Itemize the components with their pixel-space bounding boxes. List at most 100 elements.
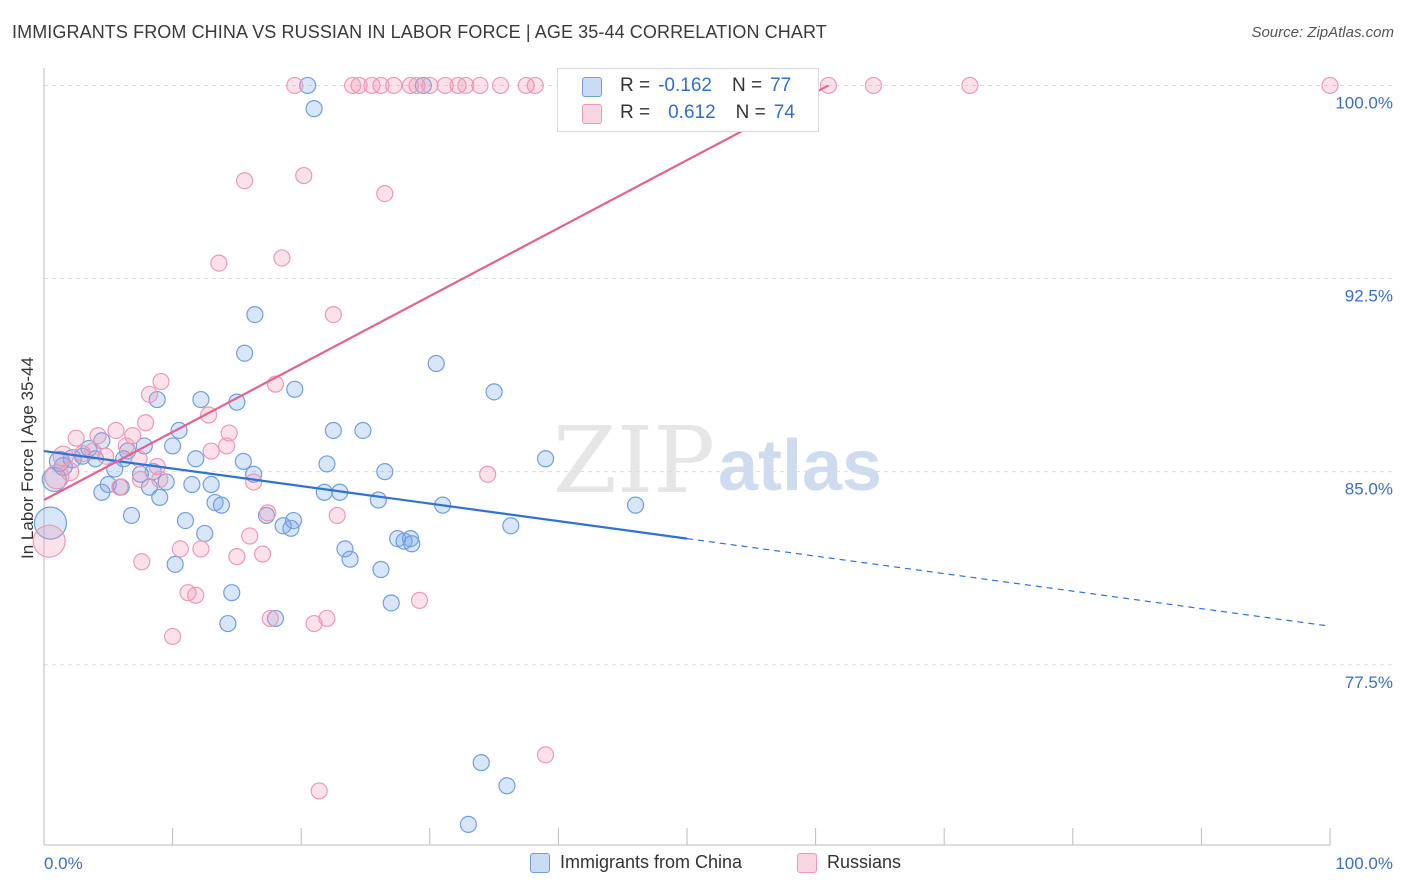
point-russia (479, 465, 497, 483)
point-china (336, 540, 354, 558)
point-russia (259, 504, 277, 522)
point-china (318, 455, 336, 473)
point-china (324, 421, 342, 440)
point-russia (261, 609, 279, 628)
point-russia (318, 609, 336, 628)
point-china (183, 475, 201, 494)
point-china (354, 421, 372, 440)
point-china (315, 483, 333, 501)
point-russia (124, 427, 142, 445)
legend-label-china: Immigrants from China (560, 852, 743, 872)
point-china (246, 306, 264, 324)
legend-item-china: Immigrants from China (530, 852, 742, 873)
point-china (305, 100, 323, 118)
point-russia (457, 76, 475, 95)
point-russia (131, 470, 150, 488)
point-china (284, 511, 303, 530)
correlation-legend: R = -0.162 N = 77 R = 0.612 N = 74 (557, 68, 819, 132)
point-russia (295, 166, 313, 185)
y-tick-label: 92.5% (1345, 287, 1393, 306)
point-russia (136, 414, 155, 432)
point-china (498, 777, 516, 795)
point-russia (273, 249, 291, 267)
point-russia (408, 76, 426, 95)
point-russia (210, 254, 228, 272)
point-china (212, 496, 231, 514)
point-russia (245, 473, 263, 491)
point-russia (286, 76, 304, 95)
point-russia (151, 470, 169, 488)
legend-item-russia: Russians (797, 852, 901, 873)
point-china (192, 390, 210, 409)
legend-swatch-russia (582, 104, 602, 124)
point-china (166, 555, 184, 573)
legend-row-russia: R = 0.612 N = 74 (582, 102, 795, 124)
point-russia (254, 545, 272, 563)
watermark-atlas: atlas (718, 426, 882, 506)
point-china (122, 506, 141, 525)
point-russia (60, 462, 80, 482)
point-china (219, 614, 237, 633)
legend-n-value: 77 (770, 75, 792, 96)
point-russia (89, 427, 107, 445)
point-china (403, 535, 421, 553)
point-china (187, 450, 205, 468)
point-russia (133, 553, 151, 571)
point-russia (32, 524, 66, 558)
point-china (151, 488, 169, 507)
point-russia (97, 447, 115, 465)
point-russia (111, 478, 129, 496)
point-russia (328, 506, 346, 525)
trendline-extension-china (686, 538, 1331, 627)
point-russia (1321, 76, 1339, 95)
y-tick-label: 77.5% (1345, 673, 1393, 692)
point-russia (436, 76, 454, 95)
point-china (369, 491, 387, 509)
legend-r-value: -0.162 (658, 75, 712, 96)
legend-label-russia: Russians (827, 852, 902, 872)
point-russia (410, 591, 429, 609)
point-china (202, 475, 220, 494)
legend-n-label: N = (731, 75, 763, 96)
point-china (502, 517, 520, 535)
point-russia (117, 437, 135, 455)
legend-n-value: 74 (773, 102, 795, 123)
point-china (236, 344, 254, 362)
point-russia (218, 437, 236, 455)
point-russia (202, 442, 220, 460)
point-russia (385, 76, 403, 95)
legend-r-label: R = (620, 75, 651, 96)
point-china (626, 496, 645, 514)
point-russia (220, 424, 238, 442)
point-china (382, 594, 400, 612)
point-russia (376, 184, 394, 203)
point-russia (491, 76, 510, 95)
point-china (33, 506, 68, 540)
point-china (427, 354, 445, 373)
point-russia (67, 429, 85, 447)
point-china (164, 437, 182, 455)
point-russia (350, 76, 368, 95)
legend-r-value: 0.612 (668, 102, 716, 123)
legend-swatch-china (582, 77, 602, 97)
point-russia (344, 76, 362, 95)
point-russia (236, 172, 254, 190)
point-russia (517, 76, 535, 95)
legend-swatch-china (530, 852, 550, 873)
point-china (299, 76, 317, 95)
point-china (223, 584, 241, 602)
point-china (286, 380, 304, 398)
point-china (536, 450, 555, 468)
legend-n-label: N = (735, 102, 766, 123)
point-china (472, 754, 490, 772)
point-russia (471, 76, 489, 95)
watermark-zip: ZIP (553, 407, 715, 514)
point-russia (305, 614, 323, 633)
point-russia (961, 76, 979, 95)
point-china (234, 452, 252, 470)
legend-r-label: R = (620, 102, 651, 123)
point-russia (363, 76, 381, 95)
legend-row-china: R = -0.162 N = 77 (582, 75, 792, 97)
point-russia (171, 540, 189, 558)
